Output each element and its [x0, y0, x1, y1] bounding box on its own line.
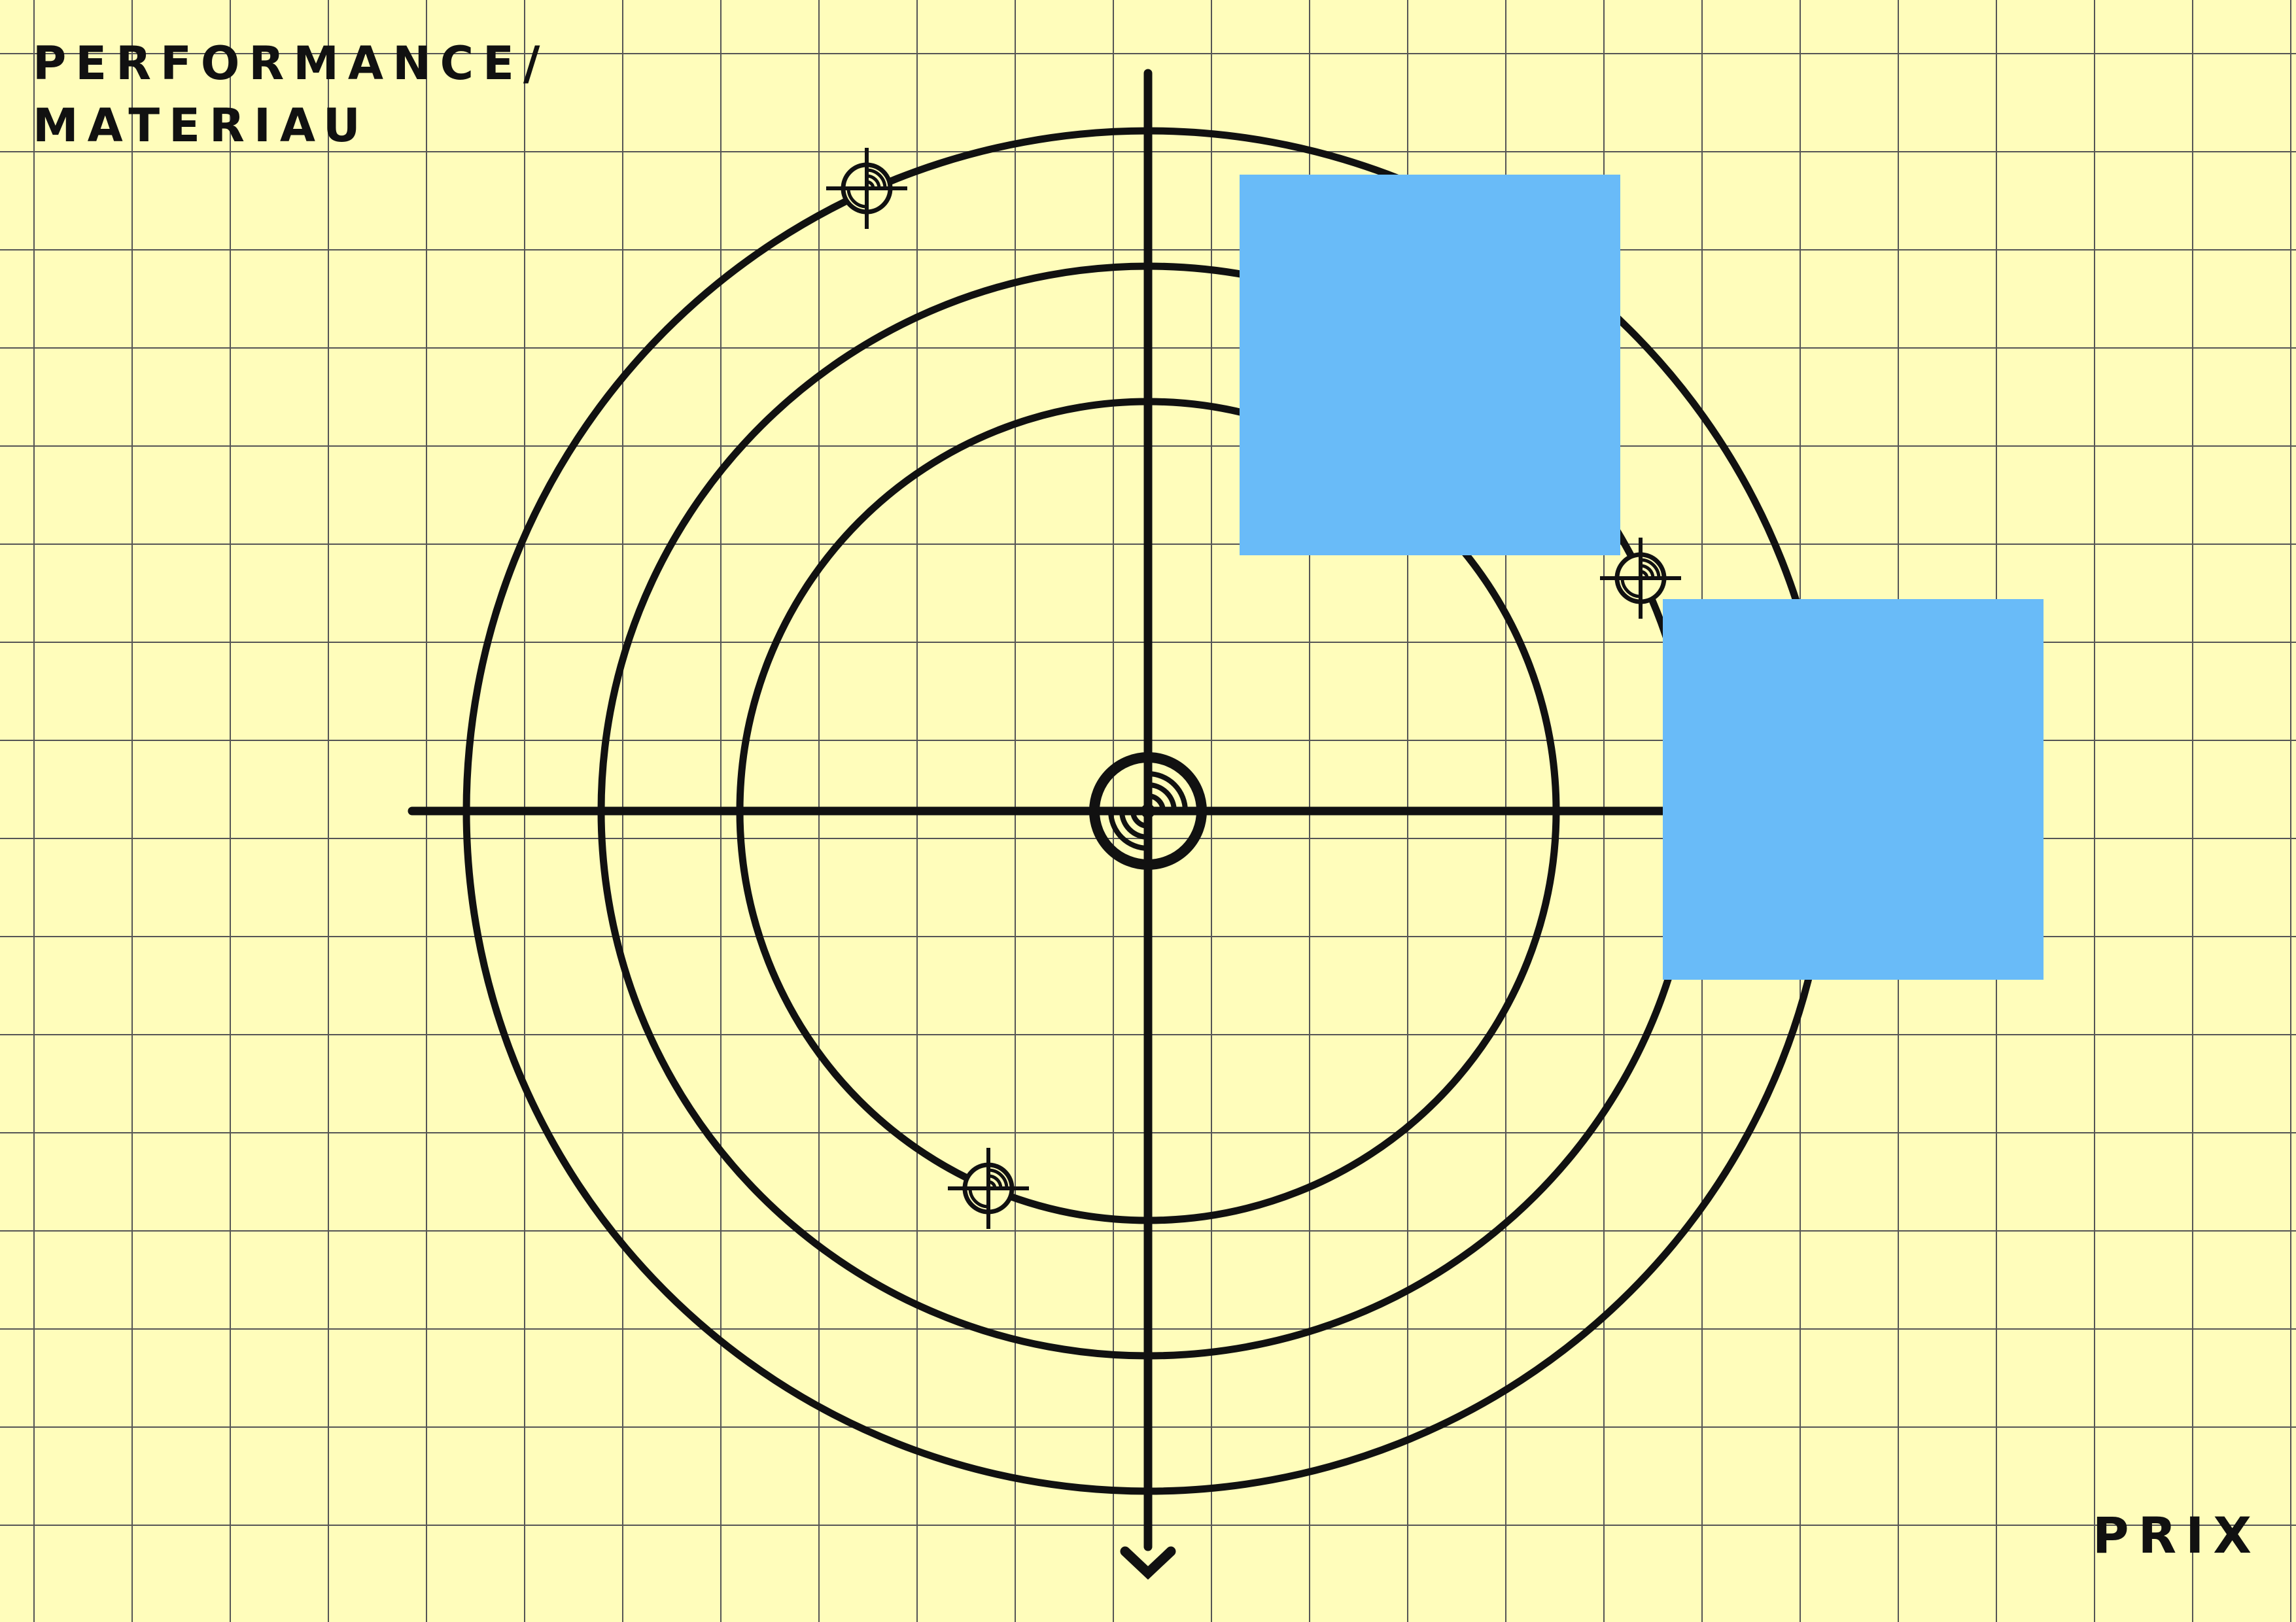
diagram-title: PERFORMANCE/ MATERIAU [33, 33, 549, 156]
arrow-down-icon [1120, 1546, 1176, 1580]
title-line-2: MATERIAU [33, 98, 370, 152]
blue-card [1663, 599, 2044, 980]
corner-label: PRIX [2092, 1506, 2261, 1565]
target-icon [826, 148, 907, 229]
target-icon [948, 1148, 1029, 1229]
center-target-icon [1089, 752, 1207, 870]
blue-card [1240, 175, 1620, 555]
title-line-1: PERFORMANCE/ [33, 37, 549, 90]
